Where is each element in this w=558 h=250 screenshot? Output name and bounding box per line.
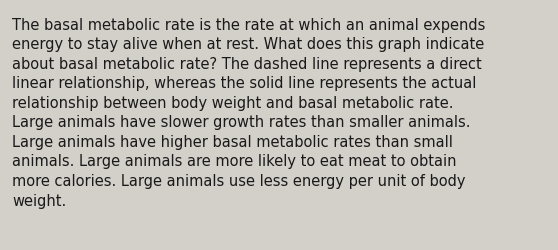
Text: The basal metabolic rate is the rate at which an animal expends
energy to stay a: The basal metabolic rate is the rate at … (12, 18, 485, 208)
